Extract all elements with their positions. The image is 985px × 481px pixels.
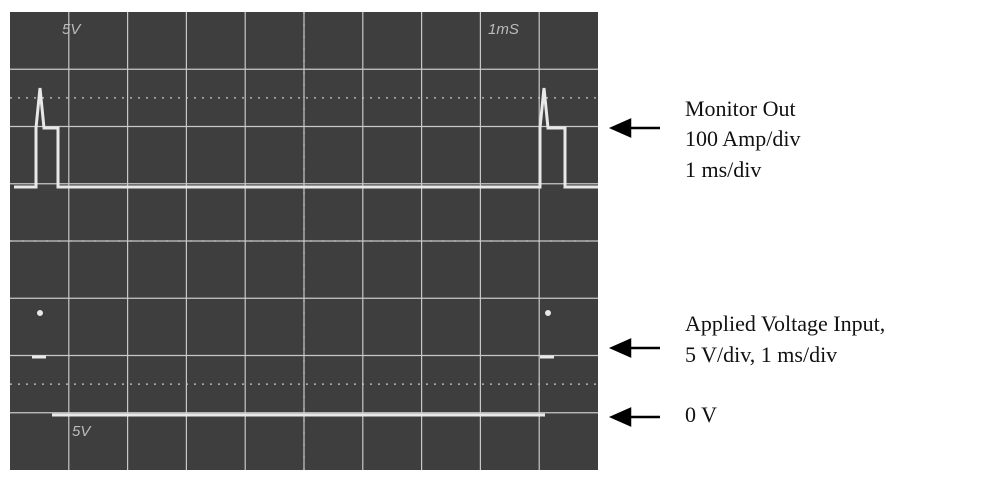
screen-label: 5V (72, 423, 92, 440)
annotation: 1 ms/div (685, 157, 761, 182)
screen-label: 1mS (488, 21, 519, 38)
annotation: 0 V (685, 402, 717, 427)
annotation: 5 V/div, 1 ms/div (685, 342, 837, 367)
screen-label: 5V (62, 21, 82, 38)
page: 5V 1mS 5V Monitor Out 100 Amp/div 1 ms/d… (0, 0, 985, 481)
scope-screen: 5V 1mS 5V (10, 12, 598, 470)
annotation: Applied Voltage Input, (685, 311, 885, 336)
arrows (612, 120, 660, 425)
annotation: Monitor Out (685, 96, 796, 121)
annotation: 100 Amp/div (685, 126, 801, 151)
